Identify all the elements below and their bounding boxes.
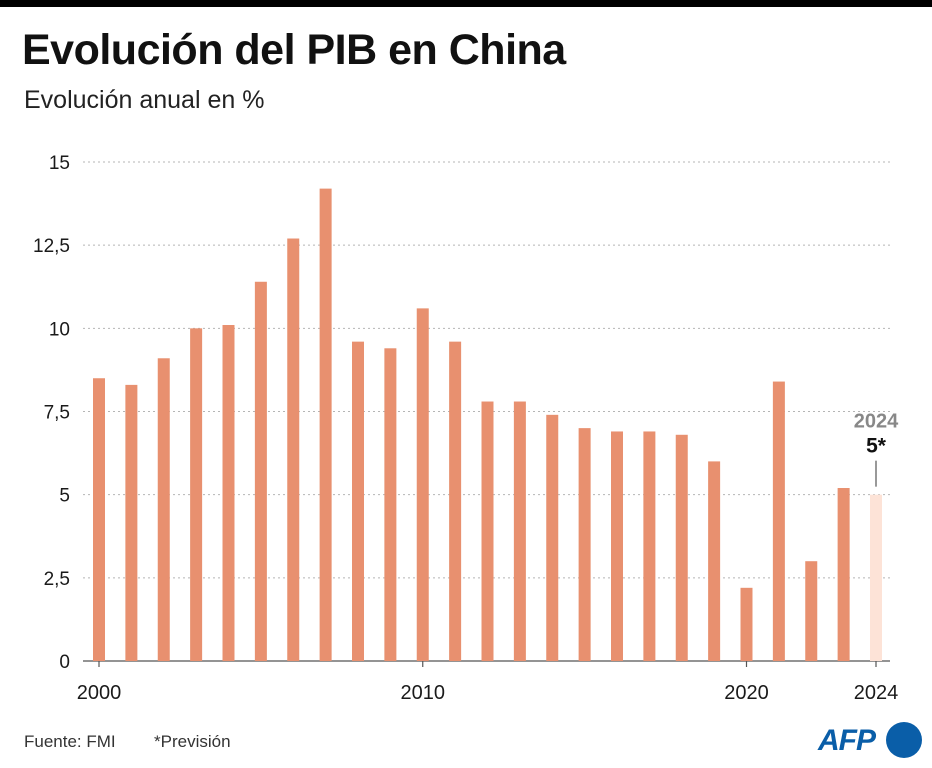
x-tick-label: 2020 bbox=[724, 682, 769, 704]
bar-2020 bbox=[740, 587, 753, 661]
bar-2015 bbox=[578, 428, 591, 661]
bar-2007 bbox=[319, 188, 332, 661]
bar-2022 bbox=[805, 561, 818, 661]
bar-2013 bbox=[513, 401, 526, 661]
bar-2016 bbox=[611, 431, 623, 661]
bar-2021 bbox=[772, 381, 785, 661]
bar-2003 bbox=[190, 328, 203, 661]
x-tick-label: 2000 bbox=[77, 682, 122, 704]
y-tick-label: 2,5 bbox=[44, 569, 70, 590]
bar-2023 bbox=[837, 488, 850, 661]
x-tick-label: 2010 bbox=[401, 682, 446, 704]
bar-2018 bbox=[675, 434, 688, 661]
y-tick-label: 7,5 bbox=[44, 403, 70, 424]
bar-2005 bbox=[254, 281, 267, 661]
x-tick-label: 2024 bbox=[854, 682, 899, 704]
bar-2002 bbox=[157, 358, 170, 661]
afp-logo-dot bbox=[886, 722, 922, 758]
chart-subtitle: Evolución anual en % bbox=[24, 86, 265, 114]
forecast-note: *Previsión bbox=[154, 732, 231, 751]
annotation-value: 5* bbox=[866, 435, 887, 458]
bar-2019 bbox=[708, 461, 721, 661]
chart-title: Evolución del PIB en China bbox=[22, 26, 566, 74]
bar-2006 bbox=[287, 238, 300, 661]
bar-2004 bbox=[222, 325, 235, 661]
bar-2010 bbox=[416, 308, 429, 661]
y-tick-label: 15 bbox=[49, 153, 70, 174]
bar-2001 bbox=[125, 384, 138, 661]
bar-2000 bbox=[93, 378, 105, 661]
source-note: Fuente: FMI bbox=[24, 732, 116, 751]
afp-logo-text: AFP bbox=[818, 724, 876, 757]
bar-2008 bbox=[352, 341, 364, 661]
bar-2017 bbox=[643, 431, 656, 661]
bar-2014 bbox=[546, 414, 559, 661]
annotation-year: 2024 bbox=[854, 411, 899, 433]
y-tick-label: 10 bbox=[49, 319, 70, 340]
forecast-bar-2024 bbox=[870, 494, 882, 661]
top-rule bbox=[0, 0, 932, 7]
afp-logo: AFP bbox=[818, 722, 924, 760]
y-tick-label: 0 bbox=[59, 652, 70, 673]
bar-2011 bbox=[449, 341, 462, 661]
y-tick-label: 12,5 bbox=[33, 236, 70, 257]
bar-2012 bbox=[481, 401, 494, 661]
bar-2009 bbox=[384, 348, 397, 661]
y-tick-label: 5 bbox=[59, 486, 70, 507]
